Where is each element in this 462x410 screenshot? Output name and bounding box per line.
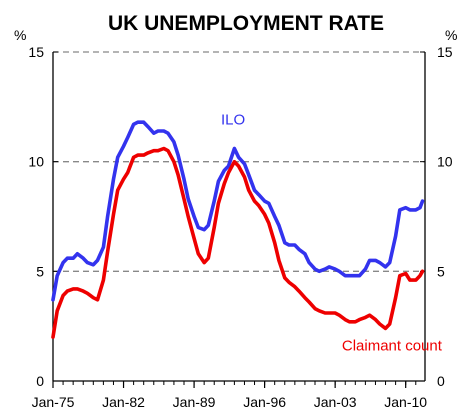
y-tick-label-right-0: 0 — [437, 373, 445, 389]
series-label-claimant-count: Claimant count — [342, 337, 443, 354]
series-label-ilo: ILO — [221, 111, 245, 128]
chart-title: UK UNEMPLOYMENT RATE — [108, 12, 384, 35]
x-tick-label-2: Jan-89 — [173, 394, 216, 410]
x-tick-label-4: Jan-03 — [314, 394, 357, 410]
x-tick-label-5: Jan-10 — [384, 394, 427, 410]
y-tick-label-left-5: 5 — [36, 263, 44, 279]
y-tick-label-right-5: 5 — [437, 263, 445, 279]
series-line-claimant-count — [51, 146, 425, 339]
series-line-ilo — [51, 120, 425, 302]
x-tick-label-3: Jan-96 — [243, 394, 286, 410]
y-unit-right: % — [445, 27, 457, 43]
y-tick-label-left-15: 15 — [28, 44, 44, 60]
y-tick-label-right-10: 10 — [437, 154, 453, 170]
y-tick-label-left-10: 10 — [28, 154, 44, 170]
y-unit-left: % — [14, 27, 26, 43]
x-tick-label-1: Jan-82 — [102, 394, 145, 410]
x-tick-label-0: Jan-75 — [32, 394, 75, 410]
series-layer — [51, 120, 425, 339]
y-tick-label-right-15: 15 — [437, 44, 453, 60]
axis-layer: 0 0 5 5 10 10 15 15 Jan-75 Jan-82 Jan-89 Jan-96 Jan-… — [28, 44, 452, 410]
label-layer: ILO Claimant count — [221, 111, 443, 354]
y-tick-label-left-0: 0 — [36, 373, 44, 389]
